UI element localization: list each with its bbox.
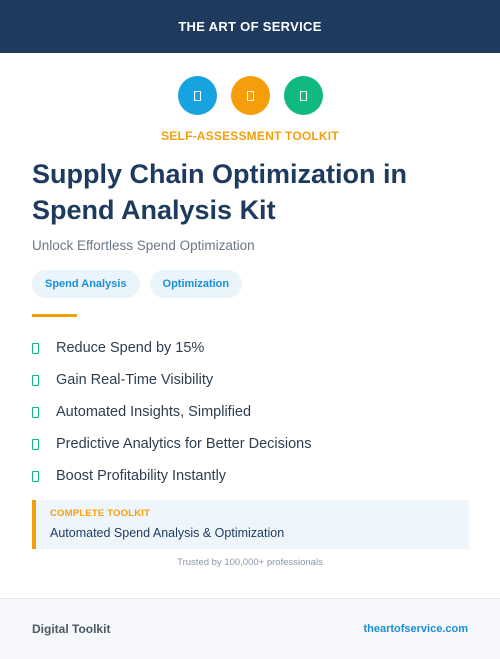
feature-text: Reduce Spend by 15% — [56, 340, 205, 356]
feature-text: Gain Real-Time Visibility — [56, 372, 214, 388]
check-icon — [32, 374, 39, 386]
list-item: Predictive Analytics for Better Decision… — [32, 428, 472, 460]
kicker-label: SELF-ASSESSMENT TOOLKIT — [161, 129, 339, 143]
blue-badge-icon — [177, 76, 217, 115]
callout-text: Automated Spend Analysis & Optimization — [50, 526, 285, 540]
green-badge-icon — [283, 76, 323, 115]
feature-text: Boost Profitability Instantly — [56, 468, 227, 484]
footer-bar: Digital Toolkit theartofservice.com — [0, 598, 500, 659]
check-icon — [32, 470, 39, 482]
feature-text: Predictive Analytics for Better Decision… — [56, 436, 312, 452]
list-item: Automated Insights, Simplified — [32, 396, 472, 428]
tag-list: Spend Analysis Optimization — [32, 270, 243, 298]
callout-label: COMPLETE TOOLKIT — [50, 508, 151, 519]
accent-divider — [32, 314, 77, 317]
check-icon — [32, 406, 39, 418]
check-icon — [32, 342, 39, 354]
toolkit-callout: COMPLETE TOOLKIT Automated Spend Analysi… — [32, 500, 469, 549]
orange-badge-icon — [230, 76, 270, 115]
footer-label: Digital Toolkit — [32, 622, 111, 636]
icon-row — [0, 76, 500, 115]
list-item: Boost Profitability Instantly — [32, 460, 472, 492]
check-icon — [32, 438, 39, 450]
website-link[interactable]: theartofservice.com — [363, 623, 468, 635]
trusted-note: Trusted by 100,000+ professionals — [177, 557, 323, 568]
feature-text: Automated Insights, Simplified — [56, 404, 252, 420]
list-item: Gain Real-Time Visibility — [32, 364, 472, 396]
page-title: Supply Chain Optimization in Spend Analy… — [32, 159, 407, 225]
feature-list: Reduce Spend by 15% Gain Real-Time Visib… — [32, 332, 472, 492]
subtitle: Unlock Effortless Spend Optimization — [32, 238, 255, 253]
tag-spend-analysis[interactable]: Spend Analysis — [32, 270, 140, 298]
list-item: Reduce Spend by 15% — [32, 332, 472, 364]
header-bar: THE ART OF SERVICE — [0, 0, 500, 53]
brand-name: THE ART OF SERVICE — [178, 19, 322, 34]
tag-optimization[interactable]: Optimization — [149, 270, 243, 298]
